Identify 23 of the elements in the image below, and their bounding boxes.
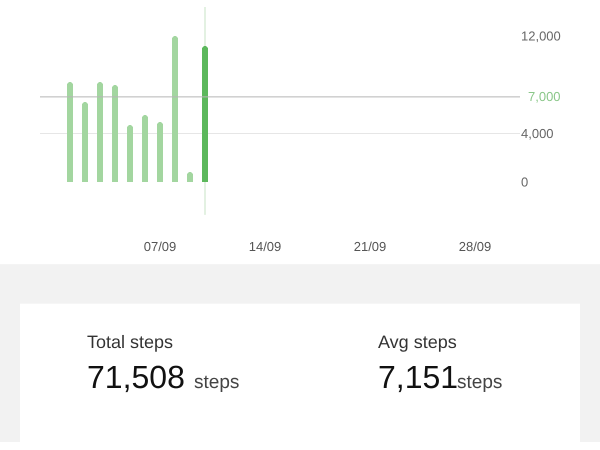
text: steps xyxy=(194,372,240,393)
text: 7,151 xyxy=(378,359,458,395)
bar xyxy=(202,46,208,182)
x-tick-label: 21/09 xyxy=(354,238,386,254)
x-tick-label: 07/09 xyxy=(144,238,176,254)
y-tick-label: 12,000 xyxy=(521,28,561,44)
text: 71,508 xyxy=(87,359,185,395)
x-tick-label: 14/09 xyxy=(248,238,282,254)
bar xyxy=(157,122,163,182)
y-tick-label: 4,000 xyxy=(521,126,554,141)
text: Avg steps xyxy=(378,332,457,352)
text: Total steps xyxy=(87,332,174,352)
bar xyxy=(172,36,178,182)
bar xyxy=(97,82,103,182)
bar xyxy=(82,102,88,182)
text: steps xyxy=(457,372,502,393)
ref-line-label: 7,000 xyxy=(528,89,561,104)
y-tick-label: 0 xyxy=(521,174,528,190)
bar xyxy=(112,85,118,182)
bar xyxy=(127,125,133,182)
bar xyxy=(67,82,73,182)
bar xyxy=(142,115,148,182)
x-tick-label: 28/09 xyxy=(458,238,492,254)
